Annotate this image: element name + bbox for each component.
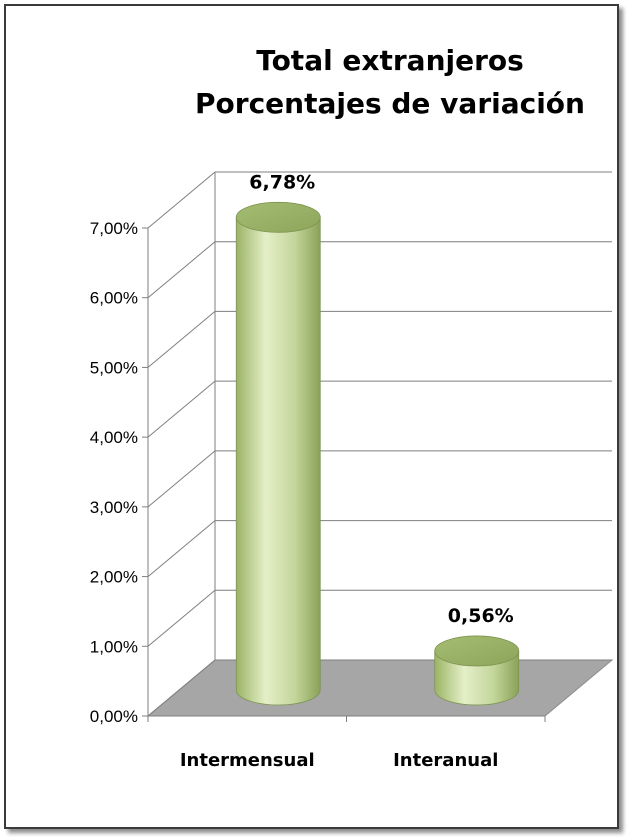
chart-title-line-2: Porcentajes de variación	[195, 87, 585, 120]
y-tick-labels: 0,00% 1,00% 2,00% 3,00% 4,00% 5,00% 6,00% 7,00%	[90, 219, 138, 726]
category-label: Intermensual	[180, 750, 315, 771]
gridline-side	[147, 659, 216, 717]
bar-body	[434, 650, 520, 706]
gridlines	[147, 171, 612, 717]
bar-top	[434, 635, 520, 667]
gridline-side	[147, 171, 216, 229]
bar-intermensual	[235, 201, 321, 706]
floor-plane	[146, 659, 614, 717]
data-labels: 6,78% 0,56%	[249, 171, 513, 627]
chart-title-line-1: Total extranjeros	[256, 44, 524, 77]
bar-body	[235, 216, 321, 706]
y-tick-label: 0,00%	[90, 707, 138, 726]
y-tick-label: 5,00%	[90, 358, 138, 377]
gridline-side	[147, 589, 216, 647]
gridline-side	[147, 380, 216, 438]
y-tick-label: 3,00%	[90, 498, 138, 517]
data-label: 6,78%	[249, 171, 315, 193]
bar-top	[235, 201, 321, 233]
category-labels: Intermensual Interanual	[180, 750, 499, 771]
y-tick-label: 6,00%	[90, 289, 138, 308]
gridline-side	[147, 241, 216, 299]
data-label: 0,56%	[448, 605, 514, 627]
gridline-side	[147, 311, 216, 368]
y-tick-label: 1,00%	[90, 637, 138, 656]
category-label: Interanual	[393, 750, 498, 771]
floor	[146, 659, 614, 717]
bars	[235, 201, 520, 706]
gridline-side	[147, 450, 216, 508]
bar-interanual	[434, 635, 520, 706]
y-tick-label: 2,00%	[90, 568, 138, 587]
gridline-side	[147, 520, 216, 577]
y-tick-label: 7,00%	[90, 219, 138, 238]
axes	[142, 227, 546, 722]
y-tick-label: 4,00%	[90, 428, 138, 447]
